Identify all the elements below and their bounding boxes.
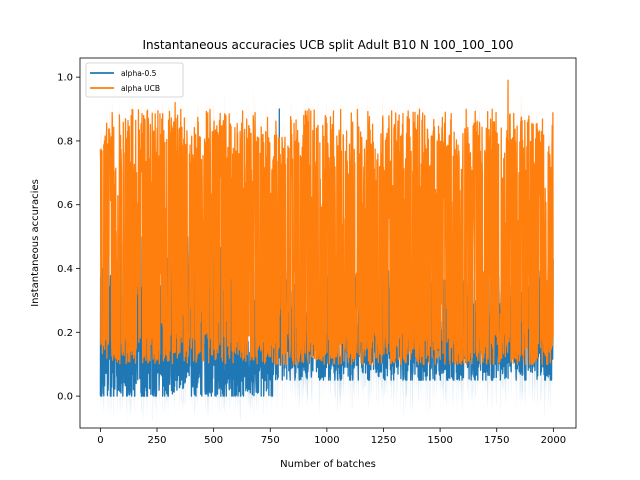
y-axis: 0.0 0.2 0.4 0.6 0.8 1.0: [57, 73, 80, 403]
x-tick-label: 1750: [484, 435, 509, 446]
x-tick-label: 1500: [427, 435, 452, 446]
y-tick-label: 0.0: [57, 392, 73, 403]
x-tick-label: 750: [261, 435, 280, 446]
legend-label-alpha-ucb: alpha UCB: [121, 84, 160, 93]
y-tick-label: 0.2: [57, 328, 73, 339]
y-axis-label: Instantaneous accuracies: [30, 179, 41, 307]
series-line-alpha-ucb: [99, 79, 554, 365]
y-tick-label: 0.8: [57, 136, 73, 147]
x-tick-label: 1000: [314, 435, 339, 446]
x-tick-label: 1250: [371, 435, 396, 446]
legend: alpha-0.5 alpha UCB: [85, 62, 184, 98]
chart-title: Instantaneous accuracies UCB split Adult…: [142, 38, 513, 52]
plot-frame: [79, 57, 577, 429]
x-tick-label: 2000: [541, 435, 566, 446]
y-tick-label: 0.4: [57, 264, 73, 275]
x-tick-label: 250: [147, 435, 166, 446]
x-axis-label: Number of batches: [280, 459, 376, 470]
y-tick-label: 1.0: [57, 73, 73, 84]
x-axis: 0 250 500 750 1000 1250 1500 1750 2000: [97, 428, 566, 446]
x-tick-label: 0: [97, 435, 103, 446]
x-tick-label: 500: [204, 435, 223, 446]
y-tick-label: 0.6: [57, 200, 73, 211]
legend-label-alpha-0-5: alpha-0.5: [121, 69, 157, 78]
plot-lines: [99, 79, 554, 397]
